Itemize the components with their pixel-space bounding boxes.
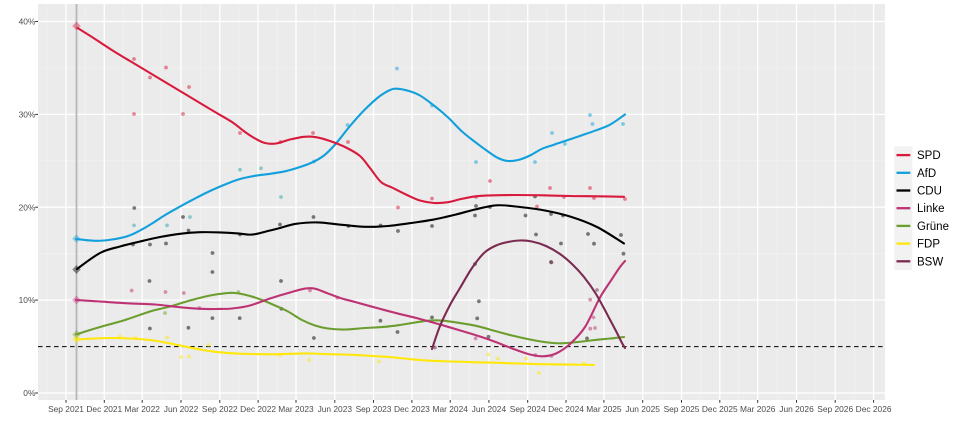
svg-text:FDP: FDP <box>917 239 940 251</box>
svg-text:BSW: BSW <box>917 256 943 268</box>
svg-text:Jun 2025: Jun 2025 <box>625 404 660 414</box>
svg-text:10%: 10% <box>19 295 36 305</box>
svg-text:Dec 2021: Dec 2021 <box>86 404 122 414</box>
svg-text:Dec 2026: Dec 2026 <box>856 404 892 414</box>
svg-text:30%: 30% <box>19 110 36 120</box>
svg-text:Mar 2023: Mar 2023 <box>278 404 314 414</box>
svg-text:Dec 2025: Dec 2025 <box>702 404 738 414</box>
svg-text:Sep 2023: Sep 2023 <box>356 404 392 414</box>
svg-text:Jun 2024: Jun 2024 <box>472 404 507 414</box>
svg-text:Jun 2026: Jun 2026 <box>779 404 814 414</box>
svg-text:CDU: CDU <box>917 186 942 198</box>
svg-text:AfD: AfD <box>917 168 936 180</box>
svg-text:20%: 20% <box>19 202 36 212</box>
svg-text:Sep 2021: Sep 2021 <box>48 404 84 414</box>
svg-text:Sep 2024: Sep 2024 <box>510 404 546 414</box>
svg-text:Mar 2026: Mar 2026 <box>740 404 776 414</box>
svg-text:40%: 40% <box>19 17 36 27</box>
svg-text:0%: 0% <box>23 388 36 398</box>
svg-text:Jun 2022: Jun 2022 <box>164 404 199 414</box>
svg-text:Linke: Linke <box>917 203 945 215</box>
svg-text:Mar 2022: Mar 2022 <box>125 404 161 414</box>
svg-text:Jun 2023: Jun 2023 <box>318 404 353 414</box>
svg-text:Mar 2025: Mar 2025 <box>586 404 622 414</box>
svg-text:Sep 2025: Sep 2025 <box>664 404 700 414</box>
svg-text:Sep 2022: Sep 2022 <box>202 404 238 414</box>
svg-text:Mar 2024: Mar 2024 <box>433 404 469 414</box>
svg-text:Dec 2022: Dec 2022 <box>240 404 276 414</box>
svg-text:Dec 2023: Dec 2023 <box>394 404 430 414</box>
svg-text:Dec 2024: Dec 2024 <box>548 404 584 414</box>
svg-text:Grüne: Grüne <box>917 221 949 233</box>
svg-text:Sep 2026: Sep 2026 <box>817 404 853 414</box>
svg-text:SPD: SPD <box>917 150 941 162</box>
